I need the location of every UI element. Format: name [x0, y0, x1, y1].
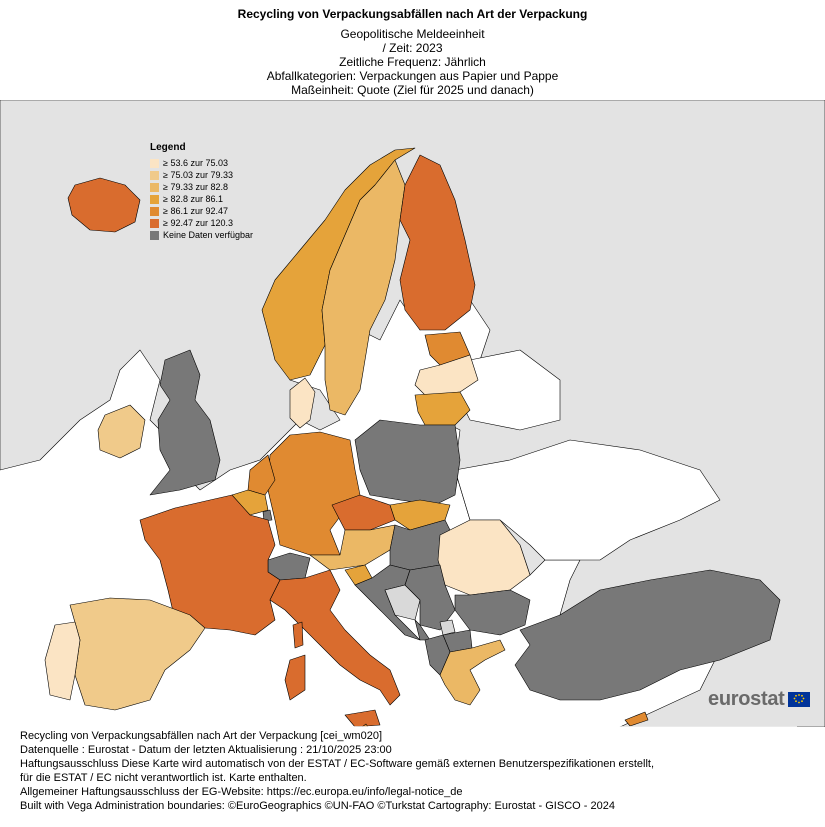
- map-header: Recycling von Verpackungsabfällen nach A…: [0, 0, 825, 97]
- legend-label: ≥ 82.8 zur 86.1: [163, 194, 223, 204]
- country-poland: [354, 419, 461, 506]
- legend-title: Legend: [150, 142, 186, 153]
- legend-item: ≥ 53.6 zur 75.03: [150, 157, 253, 169]
- country-portugal: [44, 621, 81, 701]
- eurostat-logo-text: eurostat: [708, 688, 785, 710]
- country-bulgaria: [454, 589, 531, 636]
- legend-item: ≥ 75.03 zur 79.33: [150, 169, 253, 181]
- map-footer: Recycling von Verpackungsabfällen nach A…: [20, 729, 654, 813]
- eurostat-logo: eurostat: [708, 688, 810, 711]
- country-italy: [269, 569, 401, 706]
- country-ireland: [97, 404, 146, 459]
- legend-swatch: [150, 182, 159, 192]
- country-greece: [439, 639, 506, 706]
- country-sweden: [321, 159, 406, 416]
- map-title: Recycling von Verpackungsabfällen nach A…: [237, 7, 588, 21]
- legend-swatch: [150, 230, 159, 240]
- country-iceland: [67, 177, 141, 233]
- meta-time: / Zeit: 2023: [382, 41, 443, 55]
- country-italy-sicily: [344, 709, 381, 727]
- legend-item: ≥ 82.8 zur 86.1: [150, 193, 253, 205]
- country-bosnia: [384, 584, 421, 621]
- country-latvia: [414, 354, 479, 396]
- country-denmark: [289, 377, 316, 429]
- legend-item: ≥ 79.33 zur 82.8: [150, 181, 253, 193]
- legend-label: ≥ 75.03 zur 79.33: [163, 170, 233, 180]
- footer-source: Datenquelle : Eurostat - Datum der letzt…: [20, 744, 392, 756]
- meta-unit: Maßeinheit: Quote (Ziel für 2025 und dan…: [291, 83, 534, 97]
- meta-geo: Geopolitische Meldeeinheit: [340, 27, 485, 41]
- meta-waste-category: Abfallkategorien: Verpackungen aus Papie…: [266, 69, 559, 83]
- country-turkey: [514, 569, 781, 701]
- country-france-corsica: [292, 621, 304, 649]
- legend-item: ≥ 86.1 zur 92.47: [150, 205, 253, 217]
- country-finland: [399, 154, 476, 331]
- legend-items: ≥ 53.6 zur 75.03 ≥ 75.03 zur 79.33 ≥ 79.33…: [150, 157, 253, 241]
- meta-frequency: Zeitliche Frequenz: Jährlich: [339, 55, 486, 69]
- country-luxembourg: [262, 509, 273, 522]
- legend-swatch: [150, 206, 159, 216]
- legend-item: Keine Daten verfügbar: [150, 229, 253, 241]
- country-cyprus: [624, 711, 649, 727]
- legend-label: ≥ 92.47 zur 120.3: [163, 218, 233, 228]
- legend-label: ≥ 86.1 zur 92.47: [163, 206, 228, 216]
- country-kosovo: [439, 619, 456, 636]
- legend-swatch: [150, 218, 159, 228]
- country-germany: [267, 431, 361, 556]
- europe-map: [0, 100, 825, 727]
- country-uk: [149, 349, 221, 496]
- footer-credits: Built with Vega Administration boundarie…: [20, 800, 615, 812]
- ukraine-region: [454, 439, 721, 561]
- footer-disclaimer-1: Haftungsausschluss Diese Karte wird auto…: [20, 758, 655, 770]
- map-legend: Legend ≥ 53.6 zur 75.03 ≥ 75.03 zur 79.33…: [150, 142, 253, 241]
- legend-swatch: [150, 194, 159, 204]
- footer-disclaimer-2: für die ESTAT / EC nicht verantwortlich …: [20, 772, 307, 784]
- legend-swatch: [150, 170, 159, 180]
- legend-label: ≥ 79.33 zur 82.8: [163, 182, 228, 192]
- legend-item: ≥ 92.47 zur 120.3: [150, 217, 253, 229]
- country-netherlands: [247, 454, 276, 496]
- footer-legal-notice: Allgemeiner Haftungsausschluss der EG-We…: [20, 786, 463, 798]
- legend-label: ≥ 53.6 zur 75.03: [163, 158, 228, 168]
- country-italy-sardinia: [284, 654, 306, 701]
- footer-background: [12, 726, 797, 821]
- legend-label: Keine Daten verfügbar: [163, 230, 254, 240]
- country-serbia: [404, 564, 456, 631]
- eu-flag-icon: [787, 692, 810, 707]
- legend-swatch: [150, 158, 159, 168]
- footer-dataset: Recycling von Verpackungsabfällen nach A…: [20, 730, 382, 742]
